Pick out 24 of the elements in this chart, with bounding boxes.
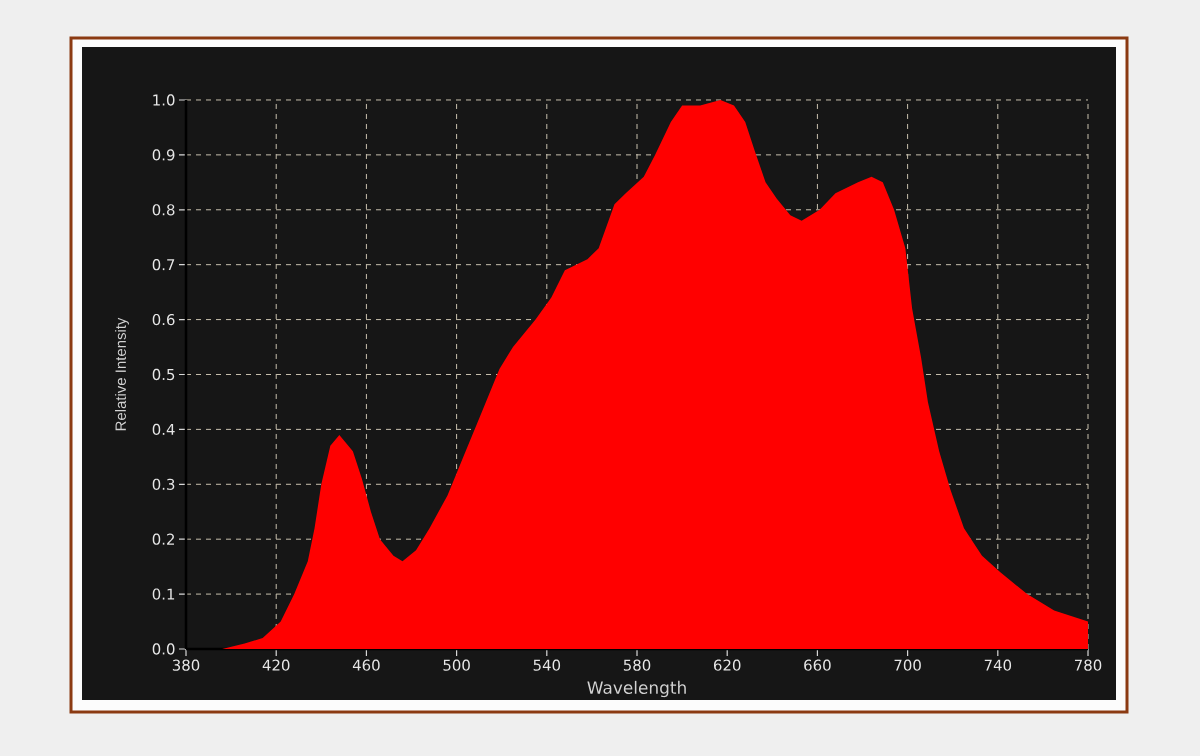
y-tick-label: 0.4: [152, 423, 175, 436]
x-tick-label: 500: [443, 659, 470, 671]
x-tick-label: 460: [352, 659, 380, 671]
y-axis-title: Relative Intensity: [115, 317, 129, 431]
y-tick-label: 1.0: [153, 94, 175, 106]
y-tick-label: 0.0: [152, 643, 175, 655]
x-axis-title: Wavelength: [587, 680, 686, 698]
y-tick-label: 0.5: [152, 368, 175, 381]
x-tick-label: 780: [1074, 659, 1102, 671]
x-tick-label: 740: [984, 659, 1012, 671]
x-tick-label: 700: [894, 659, 921, 671]
x-tick-label: 620: [713, 659, 741, 671]
y-tick-label: 0.8: [152, 204, 175, 216]
y-tick-label: 0.9: [152, 149, 175, 161]
x-tick-label: 380: [172, 659, 200, 671]
y-tick-label: 0.2: [152, 533, 174, 545]
x-tick-label: 580: [623, 659, 651, 671]
x-tick-label: 540: [533, 659, 561, 671]
x-tick-label: 660: [804, 659, 831, 671]
y-tick-label: 0.6: [152, 313, 175, 326]
y-tick-label: 0.7: [152, 259, 175, 271]
x-tick-label: 420: [262, 659, 290, 671]
y-tick-label: 0.3: [152, 478, 175, 490]
y-tick-label: 0.1: [152, 588, 175, 600]
